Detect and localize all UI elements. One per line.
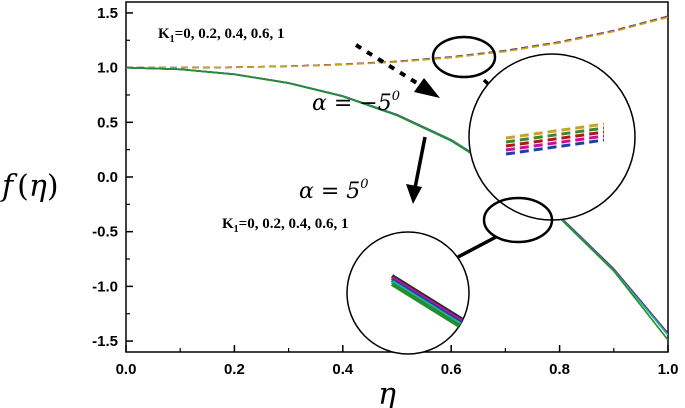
y-tick-label: 1.0 — [97, 60, 118, 77]
alpha-label-negative: α = −50 — [312, 89, 400, 116]
x-tick-label: 1.0 — [658, 361, 679, 378]
series-alpha-neg-k1-1 — [126, 16, 668, 69]
zoom-inset-upper — [468, 53, 636, 221]
series-alpha-neg-k1-0_4 — [126, 15, 668, 69]
k1-label-upper: K1=0, 0.2, 0.4, 0.6, 1 — [158, 26, 284, 45]
y-tick-label: 0.5 — [97, 114, 118, 131]
series-alpha-neg-k1-0_6 — [126, 16, 668, 69]
series-lines — [126, 15, 668, 341]
alpha-label-positive: α = 50 — [299, 177, 369, 204]
x-tick-label: 0.4 — [332, 361, 354, 378]
x-tick-label: 0.0 — [116, 361, 137, 378]
zoom-upper-segment-k1-0 — [505, 138, 605, 156]
y-tick-label: 1.5 — [97, 5, 118, 22]
x-tick-label: 0.8 — [549, 361, 570, 378]
y-axis-title: f (η) — [0, 169, 59, 204]
zoom-inset-upper-lines — [505, 122, 605, 156]
x-tick-label: 0.2 — [224, 361, 245, 378]
y-tick-label: -1.0 — [92, 278, 118, 295]
series-alpha-pos-k1-1 — [126, 66, 668, 341]
zoom-lower-segment-k1-1 — [390, 282, 468, 332]
zoom-upper-segment-k1-1 — [505, 122, 605, 140]
axis-tick-labels: 0.0 0.2 0.4 0.6 0.8 1.0 1.5 1.0 0.5 0.0 -0.5 -1.0 -1… — [92, 5, 678, 378]
arrow-alpha-pos-shaft — [413, 136, 427, 189]
zoom-marker-ellipse-upper — [431, 35, 497, 79]
zoom-upper-segment-k1-0_6 — [505, 126, 605, 144]
arrow-alpha-neg-head — [414, 78, 440, 98]
zoom-inset-lower-lines — [390, 274, 468, 332]
arrow-alpha-neg-dotted — [354, 43, 422, 87]
y-tick-label: -1.5 — [92, 333, 118, 350]
x-axis-title: η — [378, 377, 396, 408]
zoom-connector-lower — [457, 235, 497, 259]
k1-label-lower: K1=0, 0.2, 0.4, 0.6, 1 — [222, 216, 348, 235]
zoom-upper-segment-k1-0_2 — [505, 134, 605, 152]
y-tick-label: 0.0 — [97, 169, 118, 186]
y-tick-label: -0.5 — [92, 224, 118, 241]
series-alpha-neg-k1-0_2 — [126, 15, 668, 69]
zoom-marker-ellipse-lower — [482, 196, 554, 244]
arrow-alpha-pos-head — [406, 184, 422, 204]
zoom-upper-segment-k1-0_4 — [505, 130, 605, 148]
x-tick-label: 0.6 — [441, 361, 462, 378]
